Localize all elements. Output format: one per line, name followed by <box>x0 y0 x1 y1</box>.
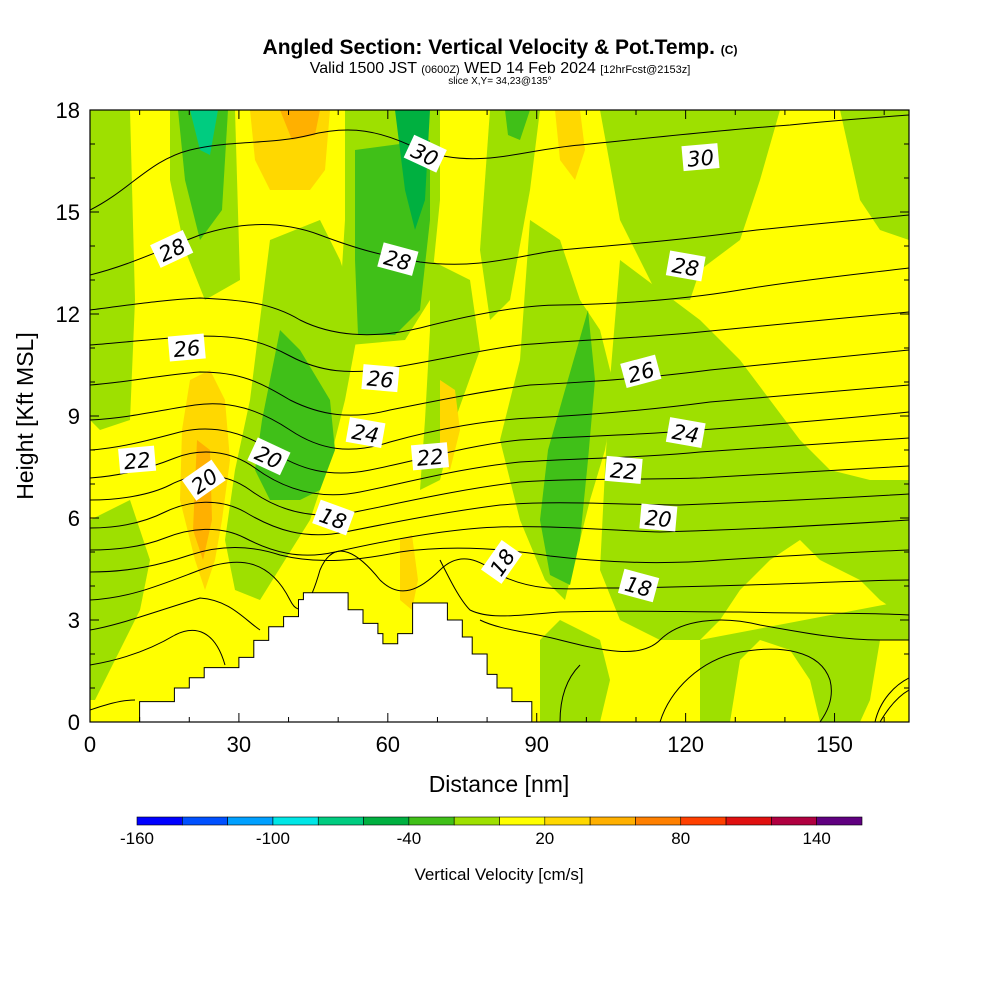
svg-text:30: 30 <box>686 145 715 171</box>
svg-text:22: 22 <box>123 448 152 474</box>
y-axis-label: Height [Kft MSL] <box>12 332 38 499</box>
theta-contour <box>90 214 909 276</box>
colorbar-tick-label: -40 <box>397 829 422 848</box>
velocity-region <box>540 310 595 585</box>
colorbar-swatch <box>317 816 364 826</box>
theta-contour <box>90 550 909 610</box>
theta-contour <box>90 519 909 556</box>
x-tick-label: 30 <box>227 732 251 757</box>
colorbar-swatch <box>635 816 682 826</box>
colorbar-tick-label: -160 <box>120 829 154 848</box>
colorbar-swatch <box>680 816 727 826</box>
colorbar-swatch <box>182 816 228 826</box>
svg-text:24: 24 <box>350 420 380 448</box>
y-tick-label: 9 <box>68 404 80 429</box>
svg-text:24: 24 <box>670 420 700 448</box>
colorbar-swatch <box>272 816 319 826</box>
colorbar <box>136 816 863 826</box>
svg-text:26: 26 <box>173 336 202 362</box>
colorbar-swatch <box>771 816 817 826</box>
velocity-region <box>90 110 135 430</box>
svg-text:22: 22 <box>609 458 638 484</box>
contour-label: 20 <box>639 503 678 532</box>
y-tick-label: 0 <box>68 710 80 735</box>
theta-contour <box>90 547 909 573</box>
y-tick-label: 6 <box>68 506 80 531</box>
colorbar-swatch <box>227 816 274 826</box>
y-tick-label: 15 <box>56 200 80 225</box>
colorbar-swatch <box>408 816 455 826</box>
colorbar-swatch <box>363 816 410 826</box>
y-tick-label: 18 <box>56 98 80 123</box>
colorbar-tick-labels: -160 -100 -40 20 80 140 <box>120 829 831 848</box>
slice-info: slice X,Y= 34,23@135° <box>448 76 552 87</box>
velocity-region <box>280 110 320 140</box>
colorbar-label: Vertical Velocity [cm/s] <box>414 865 583 884</box>
theta-contour <box>90 437 909 496</box>
theta-contour <box>90 619 909 666</box>
theta-contour <box>90 677 909 722</box>
theta-contour <box>90 465 909 516</box>
x-tick-labels: 0 30 60 90 120 150 <box>84 732 853 757</box>
velocity-region <box>555 110 585 180</box>
velocity-region <box>190 110 218 155</box>
svg-text:28: 28 <box>670 253 700 281</box>
theta-contour <box>90 384 909 450</box>
contour-label: 26 <box>361 364 400 393</box>
y-tick-label: 3 <box>68 608 80 633</box>
axis-ticks <box>89 109 909 723</box>
contour-label: 26 <box>167 333 206 362</box>
contour-label: 28 <box>665 250 706 282</box>
x-tick-label: 90 <box>524 732 548 757</box>
velocity-region <box>700 600 909 722</box>
contour-label: 24 <box>345 417 386 448</box>
colorbar-tick-label: 20 <box>535 829 554 848</box>
x-axis-label: Distance [nm] <box>429 771 570 797</box>
theta-contour <box>90 349 909 416</box>
chart-title-block: Angled Section: Vertical Velocity & Pot.… <box>0 36 1000 87</box>
velocity-region <box>500 220 615 600</box>
contour-label: 22 <box>118 445 157 474</box>
velocity-region <box>480 110 540 320</box>
contour-label: 18 <box>617 568 660 603</box>
contour-label: 24 <box>665 417 706 448</box>
y-tick-label: 12 <box>56 302 80 327</box>
contour-label: 22 <box>604 455 643 485</box>
chart-title: Angled Section: Vertical Velocity & Pot.… <box>262 36 738 59</box>
contour-label: 22 <box>410 442 449 471</box>
theta-contour <box>90 493 909 536</box>
contour-label: 30 <box>681 143 720 172</box>
svg-text:26: 26 <box>366 366 395 392</box>
svg-text:20: 20 <box>644 506 673 532</box>
velocity-region <box>505 110 530 140</box>
velocity-region <box>178 110 228 240</box>
velocity-field <box>90 110 909 722</box>
colorbar-swatch <box>453 816 500 826</box>
y-tick-labels: 0 3 6 9 12 15 18 <box>56 98 80 735</box>
colorbar-swatch <box>725 816 772 826</box>
colorbar-tick-label: -100 <box>256 829 290 848</box>
svg-text:22: 22 <box>416 445 445 471</box>
colorbar-tick-label: 80 <box>671 829 690 848</box>
theta-contour <box>90 267 909 336</box>
x-tick-label: 120 <box>667 732 704 757</box>
colorbar-swatch <box>499 816 546 826</box>
x-tick-label: 150 <box>816 732 853 757</box>
velocity-region <box>600 260 909 640</box>
terrain-mask <box>90 592 533 723</box>
chart-subtitle: Valid 1500 JST (0600Z) WED 14 Feb 2024 [… <box>309 60 691 77</box>
colorbar-swatch <box>816 816 863 826</box>
colorbar-swatch <box>589 816 636 826</box>
x-tick-label: 0 <box>84 732 96 757</box>
theta-contour <box>559 648 832 722</box>
x-tick-label: 60 <box>376 732 400 757</box>
colorbar-tick-label: 140 <box>803 829 831 848</box>
colorbar-swatch <box>136 816 183 826</box>
theta-contour <box>90 559 909 631</box>
colorbar-swatch <box>544 816 591 826</box>
